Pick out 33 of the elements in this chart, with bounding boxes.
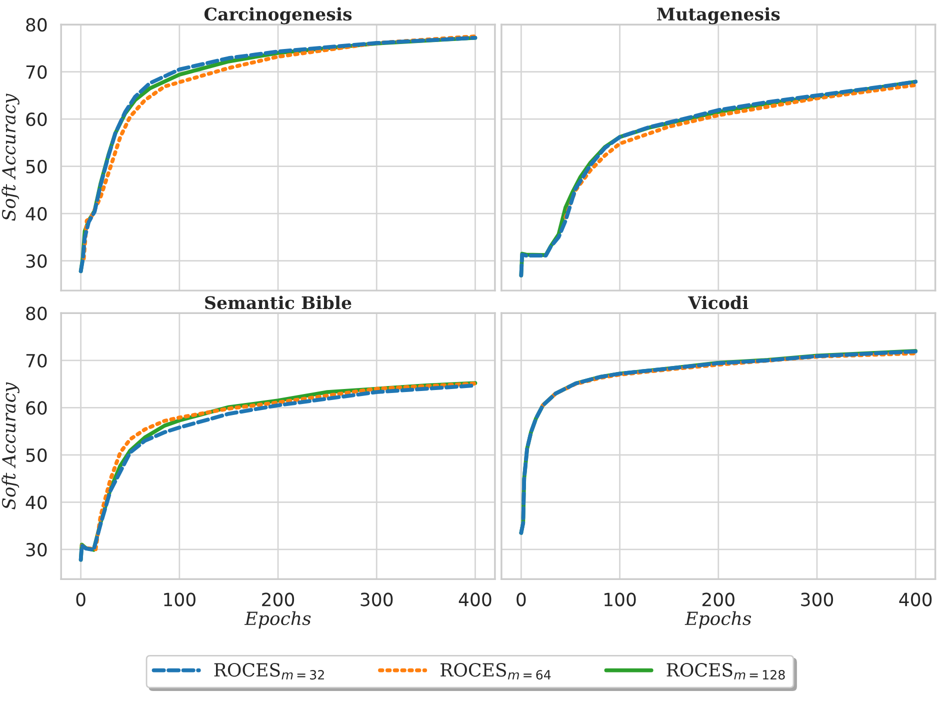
chart-title: Carcinogenesis <box>204 7 352 24</box>
y-tick-label: 30 <box>26 542 47 557</box>
x-tick-label: 0 <box>76 592 86 606</box>
x-tick-label: 100 <box>604 592 636 606</box>
x-tick-label: 300 <box>360 592 393 606</box>
y-tick-label: 80 <box>26 18 47 32</box>
y-axis-title: Soft Accuracy <box>2 94 20 221</box>
chart-title: Semantic Bible <box>205 296 352 310</box>
y-tick-label: 70 <box>26 354 47 368</box>
x-tick-label: 300 <box>801 592 834 606</box>
x-axis-title: Epochs <box>684 611 752 629</box>
y-tick-label: 50 <box>26 160 47 174</box>
legend-label: ROCES$_{m=64}$ <box>440 663 551 680</box>
chart-title: Mutagenesis <box>657 7 780 24</box>
y-tick-label: 80 <box>26 306 47 320</box>
y-axis-title: Soft Accuracy <box>2 382 20 510</box>
x-tick-label: 200 <box>702 592 734 606</box>
x-tick-label: 100 <box>164 592 196 606</box>
y-tick-label: 50 <box>26 448 47 462</box>
legend-label: ROCES$_{m=128}$ <box>666 663 785 680</box>
y-tick-label: 40 <box>26 496 47 510</box>
y-tick-label: 60 <box>26 112 47 126</box>
legend-label: ROCES$_{m=32}$ <box>214 663 324 680</box>
chart-title: Vicodi <box>688 296 748 310</box>
x-tick-label: 0 <box>516 592 526 606</box>
y-tick-label: 30 <box>26 254 47 268</box>
y-tick-label: 60 <box>26 401 47 415</box>
y-tick-label: 40 <box>26 207 47 221</box>
x-tick-label: 400 <box>458 592 492 606</box>
y-tick-label: 70 <box>26 65 47 79</box>
x-tick-label: 200 <box>262 592 294 606</box>
x-tick-label: 400 <box>899 592 932 606</box>
x-axis-title: Epochs <box>244 611 311 629</box>
